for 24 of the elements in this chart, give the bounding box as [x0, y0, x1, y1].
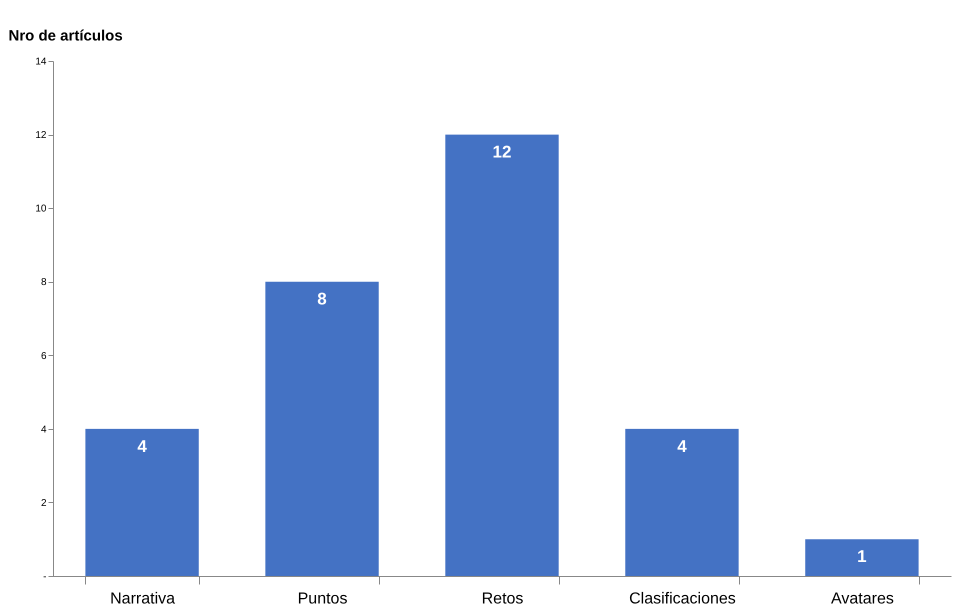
- data-label: 4: [137, 436, 148, 456]
- y-tick-label: 8: [40, 277, 47, 288]
- data-label: 4: [677, 436, 688, 456]
- y-tick-label: 4: [40, 424, 47, 436]
- bar: [805, 539, 919, 576]
- bar: [445, 134, 559, 576]
- data-label: 12: [492, 142, 512, 162]
- bar: [265, 282, 379, 576]
- y-tick-label: 6: [40, 350, 47, 362]
- x-tick-label: Narrativa: [110, 590, 176, 608]
- x-tick-label: Clasificaciones: [629, 590, 736, 608]
- data-label: 8: [317, 290, 327, 309]
- bar: [85, 428, 199, 576]
- y-tick-label: 12: [35, 130, 47, 142]
- y-tick-label: -: [43, 572, 46, 582]
- y-tick-label: 2: [40, 498, 47, 509]
- y-tick-label: 14: [35, 56, 47, 68]
- y-tick-label: 10: [35, 204, 47, 215]
- data-label: 1: [857, 547, 867, 566]
- bar: [625, 428, 739, 576]
- x-tick-label: Puntos: [298, 590, 348, 608]
- x-tick-label: Retos: [482, 590, 524, 608]
- x-tick-label: Avatares: [830, 590, 894, 608]
- y-axis-title: Nro de artículos: [8, 28, 123, 44]
